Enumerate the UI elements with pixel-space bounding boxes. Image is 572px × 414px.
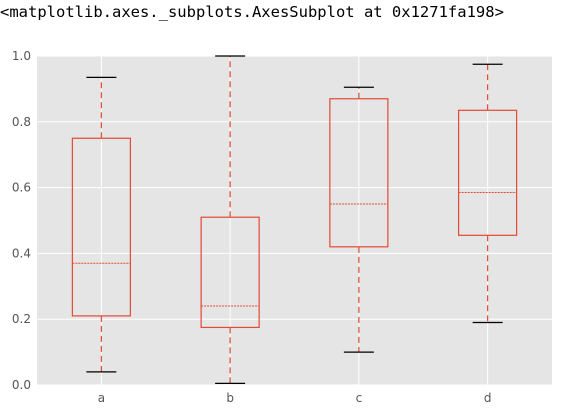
y-tick-label: 1.0 [12, 49, 31, 63]
y-tick-label: 0.6 [12, 181, 31, 195]
x-axis-tick-labels: a b c d [98, 391, 492, 405]
plot-background [37, 56, 552, 385]
x-tick-label: d [484, 391, 492, 405]
y-tick-label: 0.0 [12, 378, 31, 392]
y-axis-tick-labels: 0.0 0.2 0.4 0.6 0.8 1.0 [12, 49, 31, 392]
x-tick-label: b [226, 391, 234, 405]
x-tick-label: c [356, 391, 363, 405]
x-tick-label: a [98, 391, 105, 405]
y-tick-label: 0.4 [12, 246, 31, 260]
y-tick-label: 0.8 [12, 115, 31, 129]
y-tick-label: 0.2 [12, 312, 31, 326]
